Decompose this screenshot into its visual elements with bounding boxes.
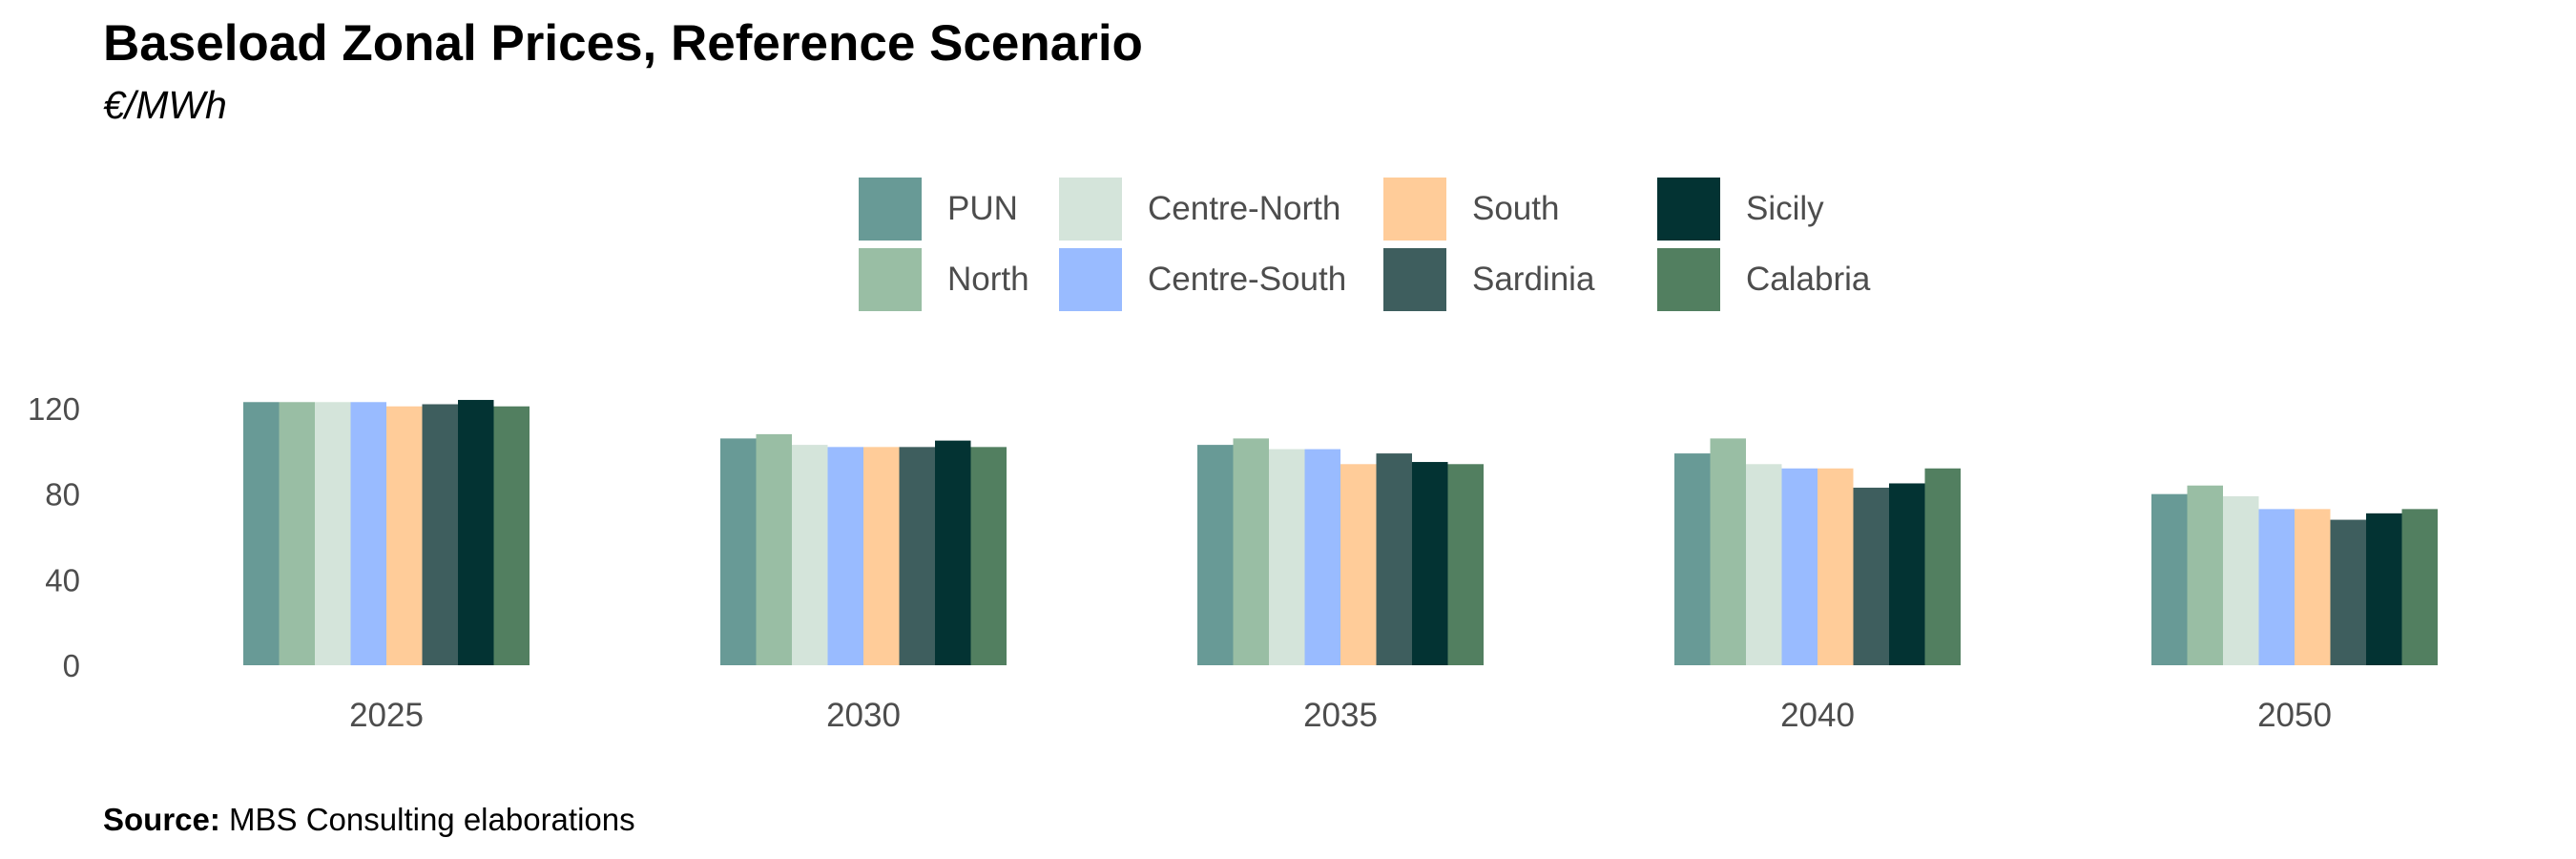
bar-centre-north-2035: [1269, 449, 1305, 665]
legend-swatch: [1657, 248, 1720, 311]
bar-centre-south-2050: [2258, 509, 2295, 665]
bar-chart: 0 40 80 120 2025 2030 2035 2040 2050: [28, 391, 2438, 734]
bar-south-2025: [386, 406, 423, 665]
bar-calabria-2030: [970, 447, 1007, 665]
legend-label: North: [947, 261, 1029, 298]
legend-label: Centre-North: [1148, 190, 1341, 227]
bar-north-2025: [279, 402, 315, 665]
chart-title: Baseload Zonal Prices, Reference Scenari…: [103, 15, 1143, 72]
bar-sicily-2030: [935, 440, 971, 665]
bar-north-2035: [1233, 438, 1269, 665]
bar-calabria-2035: [1447, 464, 1484, 665]
y-tick-label: 80: [45, 477, 80, 513]
legend-item-sicily: Sicily: [1657, 178, 1824, 241]
bar-south-2035: [1340, 464, 1377, 665]
legend-swatch: [1059, 178, 1122, 241]
legend-label: South: [1472, 190, 1560, 227]
bar-centre-south-2025: [350, 402, 386, 665]
legend-item-centre-north: Centre-North: [1059, 178, 1340, 241]
bar-sicily-2025: [458, 400, 494, 665]
bar-centre-south-2030: [827, 447, 863, 665]
legend-label: PUN: [947, 190, 1018, 227]
bar-centre-north-2030: [792, 445, 828, 665]
source-text: MBS Consulting elaborations: [219, 802, 635, 837]
bar-centre-south-2035: [1304, 449, 1340, 665]
bar-sicily-2040: [1889, 483, 1925, 665]
legend-item-south: South: [1383, 178, 1559, 241]
bar-north-2040: [1710, 438, 1746, 665]
bar-centre-south-2040: [1781, 468, 1818, 665]
legend-item-centre-south: Centre-South: [1059, 248, 1346, 311]
legend-item-north: North: [859, 248, 1029, 311]
bar-pun-2040: [1674, 453, 1711, 665]
bar-calabria-2040: [1924, 468, 1961, 665]
legend-swatch: [859, 248, 922, 311]
legend-label: Centre-South: [1148, 261, 1347, 298]
y-tick-label: 0: [63, 648, 80, 683]
source-note: Source: MBS Consulting elaborations: [103, 801, 635, 839]
bar-sardinia-2035: [1376, 453, 1412, 665]
bar-pun-2025: [243, 402, 280, 665]
x-tick-label: 2035: [1303, 697, 1378, 734]
legend-label: Calabria: [1746, 261, 1871, 298]
y-tick-label: 120: [28, 391, 80, 427]
legend-swatch: [859, 178, 922, 241]
bar-sicily-2050: [2366, 513, 2402, 665]
bar-centre-north-2050: [2223, 495, 2259, 665]
legend-swatch: [1657, 178, 1720, 241]
bar-south-2040: [1818, 468, 1854, 665]
bar-sardinia-2050: [2330, 519, 2366, 665]
legend-item-calabria: Calabria: [1657, 248, 1870, 311]
bar-calabria-2025: [493, 406, 530, 665]
bar-pun-2035: [1197, 445, 1234, 665]
bar-sicily-2035: [1412, 462, 1448, 665]
source-label: Source:: [103, 802, 220, 837]
chart-subtitle: €/MWh: [103, 83, 227, 127]
bar-south-2030: [863, 447, 900, 665]
x-tick-label: 2050: [2257, 697, 2332, 734]
bar-north-2050: [2187, 485, 2223, 665]
legend-swatch: [1383, 248, 1446, 311]
x-tick-label: 2025: [349, 697, 424, 734]
legend-swatch: [1059, 248, 1122, 311]
bar-calabria-2050: [2401, 509, 2438, 665]
legend-label: Sardinia: [1472, 261, 1595, 298]
bar-centre-north-2025: [315, 402, 351, 665]
x-tick-label: 2040: [1780, 697, 1855, 734]
legend-item-sardinia: Sardinia: [1383, 248, 1594, 311]
bar-sardinia-2030: [899, 447, 935, 665]
x-tick-label: 2030: [826, 697, 901, 734]
y-tick-label: 40: [45, 562, 80, 597]
legend-label: Sicily: [1746, 190, 1824, 227]
legend-swatch: [1383, 178, 1446, 241]
bar-sardinia-2025: [422, 404, 458, 665]
legend-item-pun: PUN: [859, 178, 1018, 241]
bar-centre-north-2040: [1746, 464, 1782, 665]
bar-pun-2030: [720, 438, 757, 665]
bar-sardinia-2040: [1853, 487, 1889, 665]
bar-south-2050: [2295, 509, 2331, 665]
bar-north-2030: [756, 433, 792, 665]
bar-pun-2050: [2151, 493, 2188, 665]
